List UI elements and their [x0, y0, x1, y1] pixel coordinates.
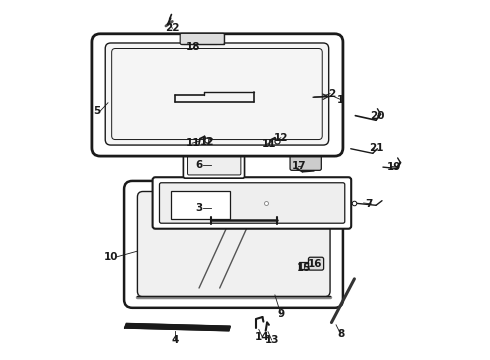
FancyBboxPatch shape	[180, 33, 224, 44]
Text: 11: 11	[186, 138, 201, 148]
Text: 1: 1	[337, 95, 344, 104]
FancyBboxPatch shape	[159, 183, 345, 223]
Text: 20: 20	[370, 111, 385, 121]
FancyBboxPatch shape	[299, 262, 309, 269]
FancyBboxPatch shape	[124, 181, 343, 308]
FancyBboxPatch shape	[181, 34, 224, 44]
FancyBboxPatch shape	[92, 34, 343, 156]
FancyBboxPatch shape	[183, 149, 245, 178]
Polygon shape	[124, 323, 230, 331]
Text: 10: 10	[103, 252, 118, 262]
FancyBboxPatch shape	[308, 257, 323, 270]
Text: 11: 11	[262, 139, 276, 149]
Text: 14: 14	[255, 332, 270, 342]
Text: 2: 2	[328, 89, 335, 99]
Text: 3: 3	[196, 203, 203, 213]
FancyBboxPatch shape	[290, 150, 321, 170]
FancyBboxPatch shape	[112, 49, 322, 140]
Text: 6: 6	[196, 160, 203, 170]
Text: 12: 12	[273, 133, 288, 143]
FancyBboxPatch shape	[137, 192, 330, 297]
FancyBboxPatch shape	[105, 43, 329, 145]
Text: 22: 22	[165, 23, 180, 33]
Text: 16: 16	[308, 259, 322, 269]
Text: 17: 17	[292, 161, 307, 171]
Text: 9: 9	[277, 309, 284, 319]
Text: 12: 12	[200, 137, 215, 147]
FancyBboxPatch shape	[188, 152, 241, 175]
Text: 4: 4	[172, 335, 179, 345]
Text: 13: 13	[265, 335, 279, 345]
Text: 15: 15	[296, 263, 311, 273]
Text: 18: 18	[186, 42, 201, 52]
FancyBboxPatch shape	[171, 191, 230, 219]
Text: 19: 19	[387, 162, 402, 172]
Text: 21: 21	[369, 143, 383, 153]
Text: 5: 5	[93, 106, 100, 116]
FancyBboxPatch shape	[152, 177, 351, 229]
Text: 8: 8	[337, 329, 344, 339]
Text: 7: 7	[366, 199, 373, 209]
